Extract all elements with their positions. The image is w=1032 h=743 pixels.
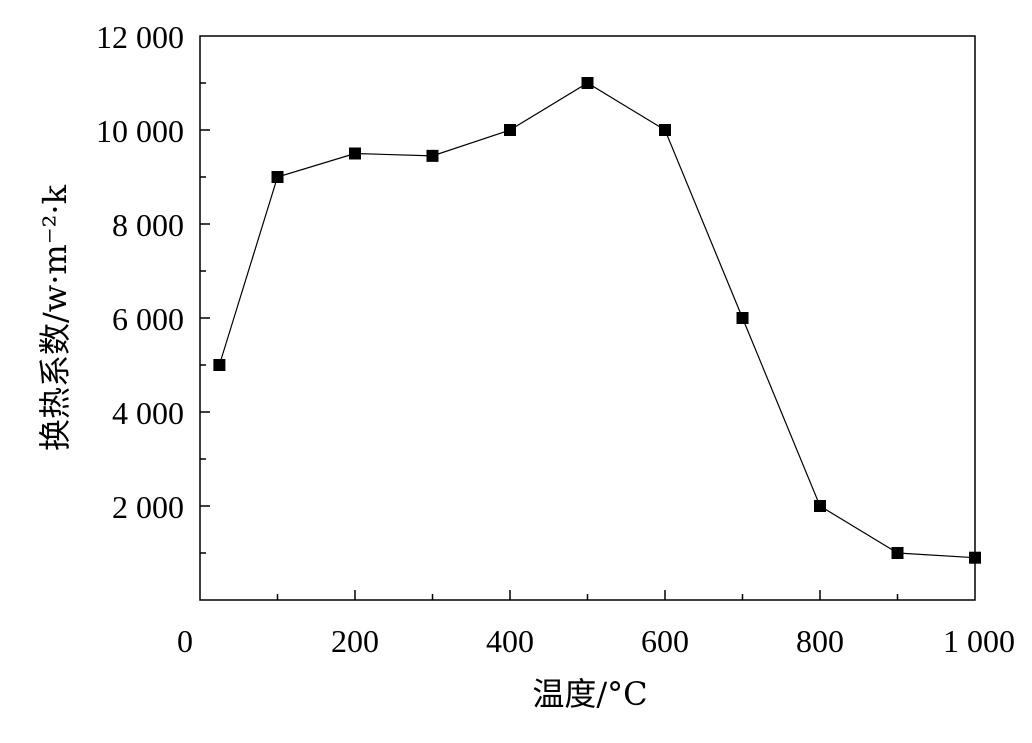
plot-frame <box>199 35 976 601</box>
data-point-marker <box>349 147 361 160</box>
data-point-marker <box>271 171 284 183</box>
y-tick-label: 10 000 <box>96 113 184 149</box>
x-tick-label: 200 <box>331 623 379 659</box>
y-tick-label: 6 000 <box>112 301 184 337</box>
y-tick-label: 4 000 <box>112 395 184 431</box>
data-point-marker <box>213 359 226 371</box>
data-point-marker <box>659 124 671 136</box>
data-point-marker <box>891 547 904 559</box>
data-point-marker <box>814 500 826 512</box>
data-point-marker <box>581 77 594 89</box>
series-line <box>218 82 976 559</box>
data-point-marker <box>504 124 516 136</box>
y-tick-label: 2 000 <box>112 489 184 525</box>
x-axis-ticks: 0 200 400 600 800 1 000 <box>177 590 1015 659</box>
x-tick-label: 0 <box>177 623 193 659</box>
y-tick-label: 8 000 <box>112 207 184 243</box>
y-tick-label: 12 000 <box>96 19 184 55</box>
x-tick-label: 400 <box>486 623 534 659</box>
data-point-marker <box>736 312 749 324</box>
y-axis-title: 换热系数/w·m⁻²·k <box>36 184 74 451</box>
x-axis-title: 温度/°C <box>532 675 647 713</box>
x-tick-label: 800 <box>796 623 844 659</box>
x-tick-label: 600 <box>641 623 689 659</box>
y-axis-ticks: 2 000 4 000 6 000 8 000 10 000 12 000 <box>96 19 210 554</box>
series-layer <box>213 77 981 564</box>
x-tick-label: 1 000 <box>943 623 1015 659</box>
data-point-marker <box>426 149 439 162</box>
data-point-marker <box>969 551 981 564</box>
